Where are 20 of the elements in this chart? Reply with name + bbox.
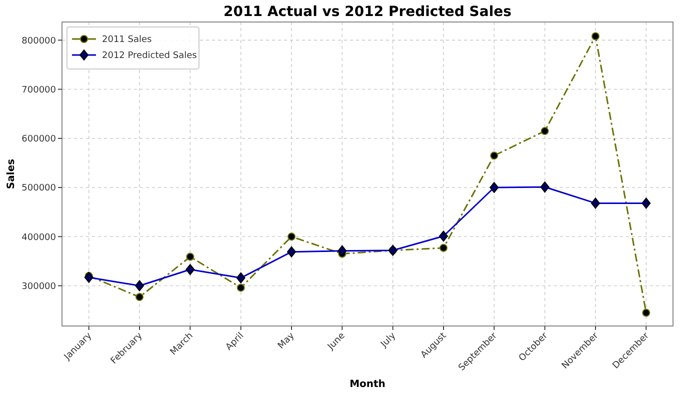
legend-label: 2011 Sales: [102, 35, 152, 46]
point: [236, 284, 245, 292]
y-tick-label: 500000: [22, 184, 56, 194]
y-tick-label: 700000: [22, 85, 56, 96]
y-axis-title: Sales: [6, 158, 17, 190]
y-tick-label: 800000: [22, 36, 56, 46]
chart-title: 2011 Actual vs 2012 Predicted Sales: [224, 4, 512, 20]
point: [186, 252, 194, 261]
y-tick-label: 400000: [22, 232, 56, 243]
point: [642, 308, 650, 317]
point: [591, 32, 600, 40]
point: [136, 293, 144, 302]
point: [439, 244, 448, 252]
y-tick-label: 300000: [22, 282, 56, 292]
point: [490, 152, 498, 160]
point: [288, 232, 296, 241]
legend-label: 2012 Predicted Sales: [102, 51, 198, 62]
y-tick-label: 600000: [22, 134, 56, 145]
x-axis-title: Month: [350, 379, 386, 390]
point: [540, 127, 549, 136]
